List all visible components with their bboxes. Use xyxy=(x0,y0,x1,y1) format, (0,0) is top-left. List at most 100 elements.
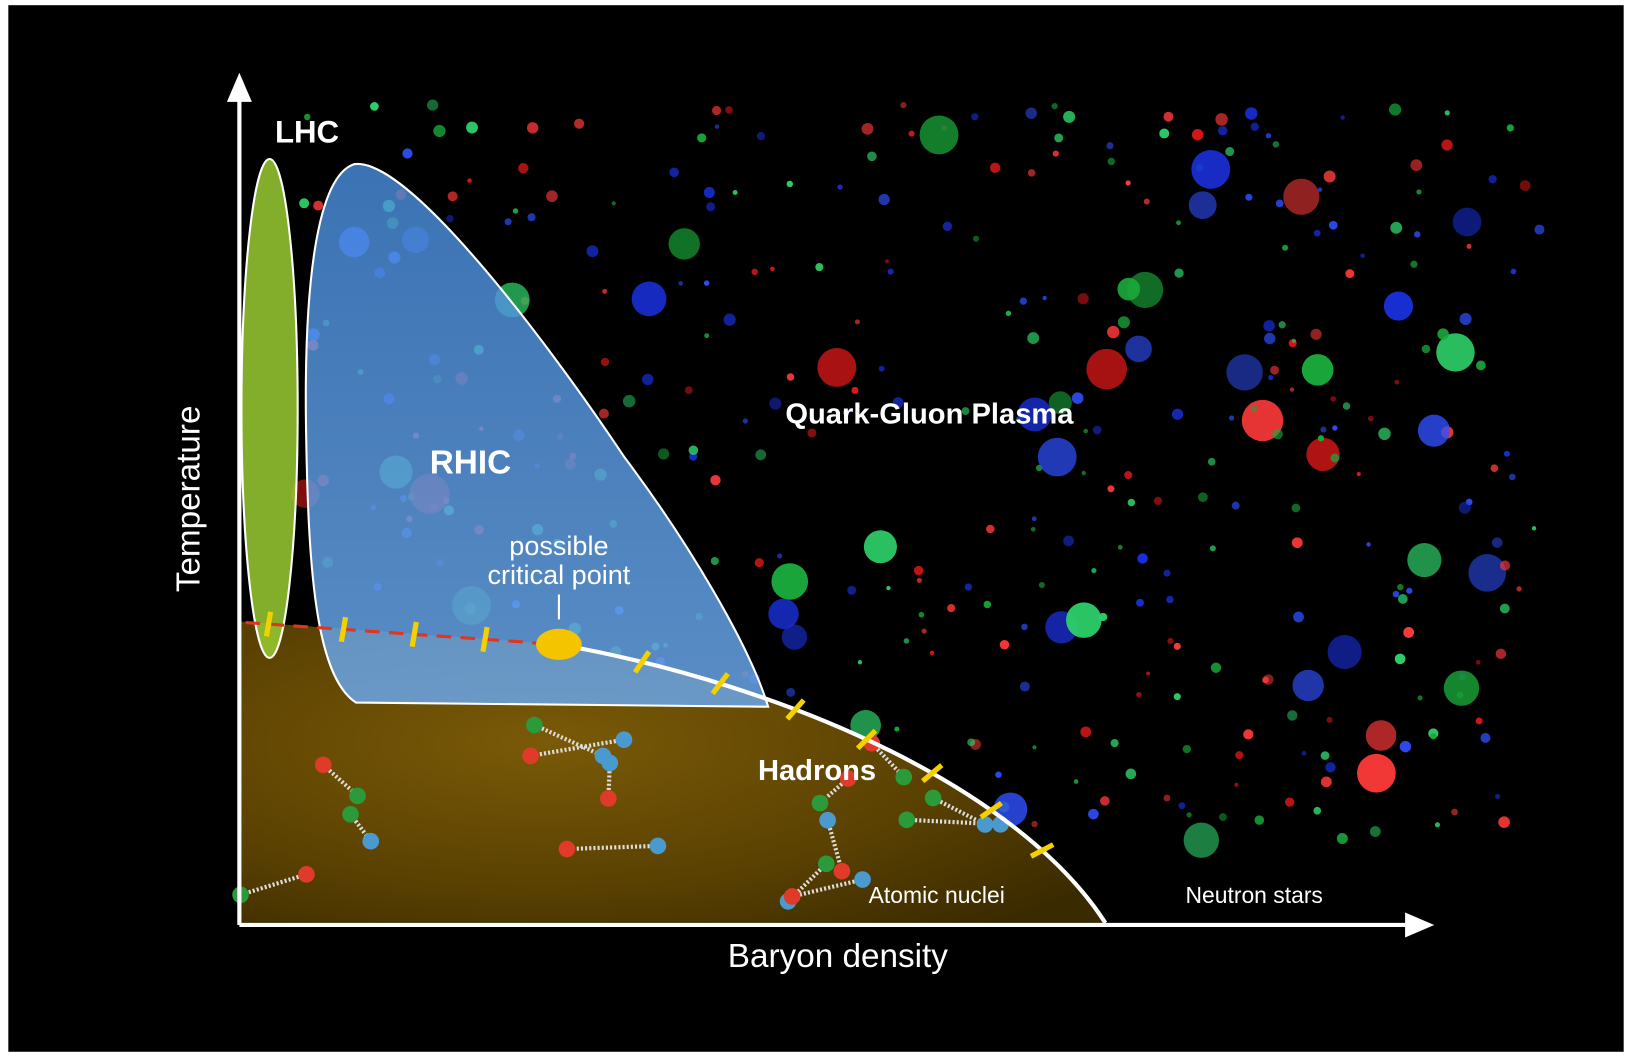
particle xyxy=(1480,733,1490,743)
quark xyxy=(616,731,633,748)
particle xyxy=(1337,833,1348,844)
particle xyxy=(1500,560,1510,570)
particle xyxy=(1128,499,1135,506)
quark xyxy=(818,855,835,872)
quark xyxy=(600,790,617,807)
particle xyxy=(1451,809,1458,816)
particle xyxy=(546,190,558,202)
particle xyxy=(1167,638,1173,644)
particle xyxy=(669,228,700,259)
particle xyxy=(1492,537,1503,548)
particle xyxy=(1208,458,1216,466)
particle xyxy=(1126,180,1131,185)
particle xyxy=(904,638,910,644)
particle xyxy=(1106,142,1113,149)
particle xyxy=(1314,230,1321,237)
particle xyxy=(1020,298,1027,305)
particle xyxy=(587,245,599,257)
particle xyxy=(1164,795,1171,802)
particle xyxy=(1154,497,1162,505)
particle xyxy=(1191,150,1230,189)
particle xyxy=(847,586,856,595)
particle xyxy=(1313,807,1321,815)
quark xyxy=(315,757,332,774)
particle xyxy=(1389,103,1401,115)
particle xyxy=(402,148,412,158)
particle xyxy=(922,628,927,633)
particle xyxy=(855,319,860,324)
particle xyxy=(1093,426,1102,435)
particle xyxy=(1407,543,1441,577)
particle xyxy=(685,386,693,394)
particle xyxy=(1498,816,1510,828)
atomic-nuclei-label: Atomic nuclei xyxy=(869,882,1005,908)
quark xyxy=(834,863,851,880)
particle xyxy=(1210,545,1216,551)
hadrons-label: Hadrons xyxy=(758,755,876,787)
particle xyxy=(1192,129,1203,140)
particle xyxy=(1366,720,1397,751)
particle xyxy=(1273,141,1279,147)
particle xyxy=(1054,133,1063,142)
particle xyxy=(1390,222,1402,234)
particle xyxy=(1292,339,1296,343)
particle xyxy=(930,651,935,656)
particle xyxy=(1111,739,1119,747)
particle xyxy=(1283,179,1319,215)
particle xyxy=(642,374,653,385)
particle xyxy=(1159,128,1169,138)
particle xyxy=(1032,745,1036,749)
particle xyxy=(743,418,748,423)
particle xyxy=(851,387,858,394)
particle xyxy=(1219,813,1227,821)
particle xyxy=(1320,427,1326,433)
particle xyxy=(1416,189,1421,194)
particle xyxy=(967,738,975,746)
particle xyxy=(1264,333,1275,344)
particle xyxy=(1166,596,1173,603)
particle xyxy=(1086,349,1127,390)
particle xyxy=(1215,113,1227,125)
particle xyxy=(1072,392,1084,404)
particle xyxy=(632,282,667,317)
particle xyxy=(1263,320,1274,331)
particle xyxy=(1172,409,1183,420)
particle xyxy=(697,133,706,142)
particle xyxy=(1496,649,1506,659)
particle xyxy=(1287,710,1297,720)
particle xyxy=(1368,416,1374,422)
particle xyxy=(1124,471,1132,479)
particle xyxy=(768,599,798,629)
particle xyxy=(602,289,607,294)
particle xyxy=(1107,326,1119,338)
phase-diagram: LHC RHIC Quark-Gluon Plasma Hadrons poss… xyxy=(0,0,1632,1058)
lhc-region xyxy=(241,159,297,658)
particle xyxy=(817,348,856,387)
quark xyxy=(595,748,612,765)
particle xyxy=(1394,380,1399,385)
particle xyxy=(1476,718,1483,725)
particle xyxy=(867,152,877,162)
particle xyxy=(299,198,309,208)
particle xyxy=(920,115,959,154)
particle xyxy=(1080,726,1091,737)
particle xyxy=(1144,199,1150,205)
particle xyxy=(1410,159,1422,171)
particle xyxy=(1437,328,1448,339)
particle xyxy=(1534,225,1544,235)
particle xyxy=(1038,438,1077,477)
particle xyxy=(1021,624,1027,630)
particle xyxy=(919,612,925,618)
particle xyxy=(1285,797,1294,806)
particle xyxy=(1293,612,1304,623)
quark xyxy=(650,838,667,855)
particle xyxy=(1163,112,1173,122)
particle xyxy=(1229,415,1234,420)
particle xyxy=(1198,492,1208,502)
particle xyxy=(1266,133,1271,138)
particle xyxy=(433,125,445,137)
particle xyxy=(1118,545,1123,550)
particle xyxy=(1234,783,1238,787)
particle xyxy=(1422,345,1431,354)
particle xyxy=(943,222,952,231)
